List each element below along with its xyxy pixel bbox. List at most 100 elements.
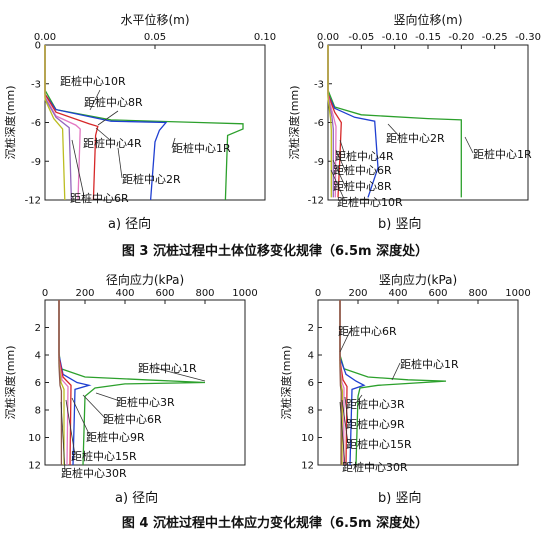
fig3b-series-line (327, 45, 332, 198)
fig3a-leader-line (89, 89, 101, 111)
fig3a-y-axis-label: 沉桩深度(mm) (3, 85, 17, 159)
fig3b-series-label: 距桩中心4R (335, 149, 394, 163)
fig4a-leader-line (154, 367, 206, 382)
fig4a-x-tick-label: 200 (75, 288, 94, 299)
fig4a-y-tick-label: 6 (35, 378, 41, 389)
fig4b-y-tick-label: 2 (308, 323, 314, 334)
fig3b-series-label: 距桩中心6R (333, 163, 392, 177)
fig3a-chart: 水平位移(m) 0.00 0.05 0.10 0 -3 -6 -9 -12 沉桩深度(mm) 距桩中… (3, 12, 276, 207)
fig4b-y-tick-label: 4 (308, 351, 314, 362)
fig4a-series-label: 距桩中心9R (86, 430, 145, 444)
fig3a-leader-line (171, 137, 176, 149)
fig4b-series-label: 距桩中心3R (346, 397, 405, 411)
fig4a-leader-line (95, 392, 121, 402)
fig4a-series-label: 距桩中心15R (71, 449, 137, 463)
fig4b-series-label: 距桩中心6R (338, 324, 397, 338)
fig4b-leader-line (391, 362, 401, 381)
fig3a-series-label: 距桩中心4R (83, 136, 142, 150)
fig3-caption: 图 3 沉桩过程中土体位移变化规律（6.5m 深度处） (121, 244, 429, 259)
fig3b-x-tick-label: -0.15 (415, 32, 441, 43)
fig4a-y-tick-label: 8 (35, 406, 41, 417)
fig3b-y-tick-label: -3 (314, 79, 324, 90)
fig4b-series-label: 距桩中心9R (346, 417, 405, 431)
fig3a-series-label: 距桩中心10R (60, 74, 126, 88)
fig4a-series-label: 距桩中心1R (138, 361, 197, 375)
fig4b-x-tick-label: 200 (348, 288, 367, 299)
fig4b-leader-line (341, 399, 349, 444)
fig4a-series-label: 距桩中心6R (103, 412, 162, 426)
fig3a-leader-line (95, 127, 111, 141)
fig3a-leader-line (97, 110, 119, 126)
fig3a-series-label: 距桩中心2R (122, 172, 181, 186)
fig3b-leader-line (387, 123, 401, 138)
fig4a-y-axis-label: 沉桩深度(mm) (3, 345, 17, 419)
fig3a-series-label: 距桩中心6R (70, 191, 129, 205)
fig4b-series-label: 距桩中心15R (346, 437, 412, 451)
fig4a-subcaption: a) 径向 (115, 491, 159, 506)
fig4b-chart: 竖向应力(kPa) 0 200 400 600 800 1000 2 4 6 8 10 12 沉桩深度(m… (279, 272, 531, 474)
fig3b-title: 竖向位移(m) (393, 12, 462, 27)
fig4b-title: 竖向应力(kPa) (379, 272, 457, 287)
fig4b-y-tick-label: 8 (308, 406, 314, 417)
fig3b-chart: 竖向位移(m) 0.00 -0.05 -0.10 -0.15 -0.20 -0.25 -0.3… (287, 12, 541, 209)
fig4b-x-tick-label: 800 (468, 288, 487, 299)
fig3b-series-label: 距桩中心1R (473, 147, 532, 161)
fig3b-y-axis-label: 沉桩深度(mm) (287, 85, 301, 159)
fig4a-chart: 径向应力(kPa) 0 200 400 600 800 1000 2 4 6 8 10 12 沉桩深度(m… (3, 272, 258, 480)
fig3a-y-tick-label: 0 (35, 41, 41, 52)
fig4a-x-tick-label: 600 (155, 288, 174, 299)
fig4a-y-tick-label: 12 (28, 461, 41, 472)
fig4a-series-label: 距桩中心30R (61, 466, 127, 480)
fig3a-series-line (44, 45, 66, 201)
fig4b-x-tick-label: 0 (315, 288, 321, 299)
fig4a-leader-line (82, 394, 106, 419)
fig4a-leader-line (65, 399, 76, 456)
fig4b-series-label: 距桩中心30R (342, 460, 408, 474)
fig3b-x-tick-label: -0.10 (382, 32, 408, 43)
fig3a-leader-line (117, 147, 123, 179)
fig4b-x-tick-label: 600 (428, 288, 447, 299)
fig4b-x-tick-label: 400 (388, 288, 407, 299)
fig4a-x-tick-label: 400 (115, 288, 134, 299)
fig4a-x-tick-label: 1000 (232, 288, 257, 299)
fig3b-leader-line (464, 136, 474, 154)
fig4a-series-label: 距桩中心3R (116, 395, 175, 409)
fig3b-x-tick-label: -0.05 (348, 32, 374, 43)
fig4b-leader-line (344, 396, 349, 424)
fig4b-y-tick-label: 12 (301, 461, 314, 472)
fig3a-series-label: 距桩中心8R (84, 95, 143, 109)
fig4a-leader-line (71, 397, 91, 437)
fig3b-leader-line (339, 139, 346, 156)
fig4b-leader-line (355, 394, 363, 404)
fig4a-y-tick-label: 4 (35, 351, 41, 362)
fig4b-y-axis-label: 沉桩深度(mm) (279, 345, 293, 419)
fig3a-y-tick-label: -12 (25, 196, 41, 207)
fig3b-y-tick-label: -6 (314, 118, 324, 129)
fig3b-series-label: 距桩中心8R (333, 179, 392, 193)
fig3b-y-tick-label: -12 (308, 196, 324, 207)
fig4b-leader-line (339, 330, 351, 353)
fig4a-x-tick-label: 800 (195, 288, 214, 299)
fig3a-y-tick-label: -6 (31, 118, 41, 129)
fig4b-subcaption: b) 竖向 (378, 491, 422, 506)
fig4-caption: 图 4 沉桩过程中土体应力变化规律（6.5m 深度处） (121, 516, 429, 531)
fig3b-x-tick-label: 0.00 (317, 32, 339, 43)
fig3b-leader-line (330, 169, 346, 202)
fig4a-plot-frame (44, 299, 246, 466)
fig3a-subcaption: a) 径向 (108, 217, 152, 232)
fig3a-x-tick-label: 0.10 (254, 32, 276, 43)
fig3b-y-tick-label: 0 (318, 41, 324, 52)
fig3b-x-tick-label: -0.20 (448, 32, 474, 43)
fig3a-x-tick-label: 0.05 (144, 32, 166, 43)
fig3b-x-tick-label: -0.25 (482, 32, 508, 43)
fig3a-y-tick-label: -3 (31, 79, 41, 90)
fig3b-series-label: 距桩中心2R (386, 131, 445, 145)
fig4b-y-tick-label: 10 (301, 433, 314, 444)
fig3a-y-tick-label: -9 (31, 157, 41, 168)
fig3b-y-tick-label: -9 (314, 157, 324, 168)
fig3b-x-tick-label: -0.30 (515, 32, 541, 43)
fig3a-leader-line (71, 139, 85, 197)
fig4b-leader-line (339, 401, 346, 467)
fig3a-series-line (44, 45, 244, 201)
